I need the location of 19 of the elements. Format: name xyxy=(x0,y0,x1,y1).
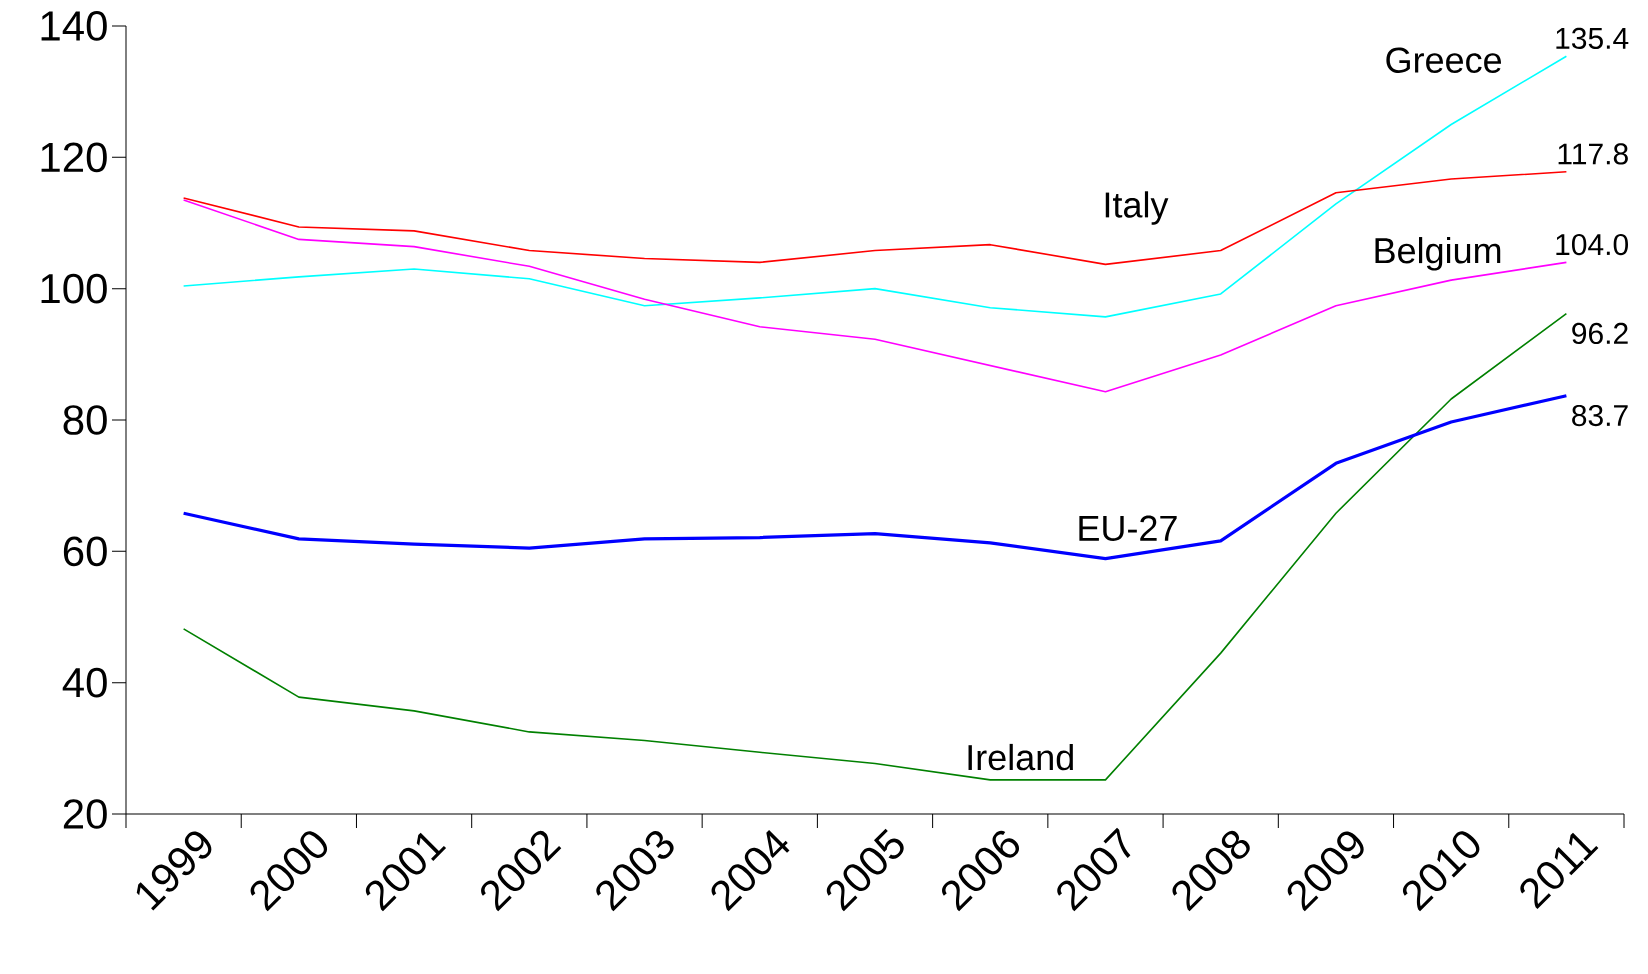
y-tick-label: 120 xyxy=(41,142,107,173)
series-label: Greece xyxy=(1386,47,1502,73)
data-label: 104.0 xyxy=(1556,233,1629,256)
data-label: 96.2 xyxy=(1572,322,1628,345)
line-series xyxy=(182,312,1568,781)
y-tick-label: 40 xyxy=(62,667,107,698)
line-series xyxy=(182,394,1568,561)
y-tick-label: 20 xyxy=(63,799,107,829)
y-tick-label: 100 xyxy=(41,273,107,304)
data-label: 117.8 xyxy=(1558,143,1628,165)
y-tick-label: 80 xyxy=(63,405,107,435)
series-label: Ireland xyxy=(968,743,1073,771)
series-label: Belgium xyxy=(1375,237,1501,271)
series-label: Italy xyxy=(1105,191,1169,225)
data-label: 83.7 xyxy=(1572,404,1628,427)
data-label: 135.4 xyxy=(1556,27,1629,49)
series-label: EU-27 xyxy=(1079,515,1177,542)
y-tick-label: 140 xyxy=(41,11,107,41)
y-tick-label: 60 xyxy=(63,536,107,567)
